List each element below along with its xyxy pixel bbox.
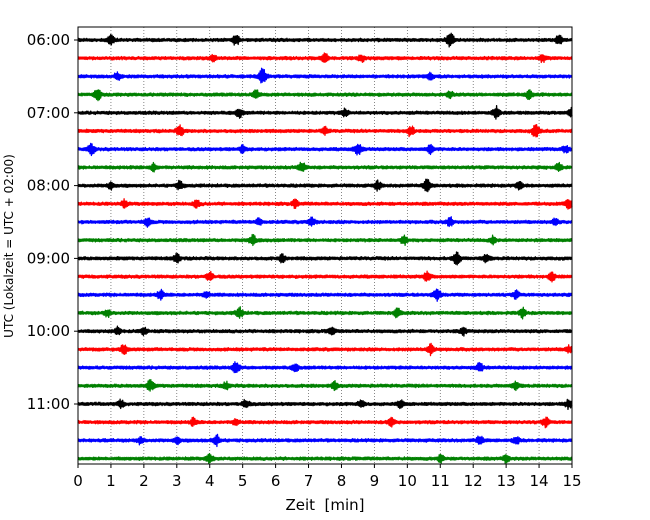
y-tick-label: 07:00 bbox=[27, 104, 70, 122]
y-axis-label: UTC (Lokalzeit = UTC + 02:00) bbox=[2, 154, 16, 338]
traces bbox=[77, 32, 573, 465]
seismogram-trace bbox=[77, 342, 573, 357]
seismogram-trace bbox=[77, 123, 573, 138]
seismogram-trace bbox=[77, 32, 573, 48]
x-tick-label: 7 bbox=[304, 472, 314, 490]
y-tick-label: 11:00 bbox=[27, 395, 70, 413]
x-tick-label: 8 bbox=[337, 472, 347, 490]
seismogram-trace bbox=[77, 361, 573, 374]
x-axis: 0 1 2 3 4 5 6 7 8 9 10 11 12 13 14 15 bbox=[73, 464, 582, 490]
grid-lines bbox=[110, 27, 540, 464]
y-tick-label: 10:00 bbox=[27, 322, 70, 340]
seismogram-trace bbox=[77, 433, 573, 448]
x-tick-label: 0 bbox=[73, 472, 83, 490]
x-tick-label: 1 bbox=[106, 472, 116, 490]
plot-area-frame bbox=[77, 26, 573, 465]
x-axis-label: Zeit [min] bbox=[285, 496, 364, 514]
x-tick-label: 10 bbox=[398, 472, 417, 490]
seismogram-trace bbox=[77, 288, 573, 302]
x-tick-label: 4 bbox=[205, 472, 215, 490]
seismogram-trace bbox=[77, 251, 573, 266]
seismogram-trace bbox=[77, 379, 573, 392]
seismogram-trace bbox=[77, 233, 573, 247]
seismogram-trace bbox=[77, 178, 573, 193]
seismogram-trace bbox=[77, 270, 573, 283]
seismogram-trace bbox=[77, 306, 573, 320]
seismogram-trace bbox=[77, 105, 573, 120]
seismogram-trace bbox=[77, 89, 573, 102]
seismogram-trace bbox=[77, 161, 573, 173]
seismogram-trace bbox=[77, 67, 573, 84]
seismogram-trace bbox=[77, 398, 573, 411]
seismogram-trace bbox=[77, 216, 573, 228]
seismogram-trace bbox=[77, 453, 573, 465]
x-tick-label: 2 bbox=[139, 472, 149, 490]
x-tick-label: 14 bbox=[530, 472, 549, 490]
seismogram-trace bbox=[77, 416, 573, 429]
seismogram-trace bbox=[77, 52, 573, 64]
y-tick-label: 06:00 bbox=[27, 31, 70, 49]
x-tick-label: 6 bbox=[271, 472, 281, 490]
seismogram-trace bbox=[77, 325, 573, 337]
x-tick-label: 15 bbox=[562, 472, 581, 490]
x-tick-label: 5 bbox=[238, 472, 248, 490]
y-axis: 06:00 07:00 08:00 09:00 10:00 11:00 bbox=[27, 31, 78, 413]
y-tick-label: 09:00 bbox=[27, 249, 70, 267]
seismogram-trace bbox=[77, 198, 573, 210]
x-tick-label: 3 bbox=[172, 472, 182, 490]
x-tick-label: 9 bbox=[370, 472, 380, 490]
x-tick-label: 12 bbox=[464, 472, 483, 490]
x-tick-label: 13 bbox=[497, 472, 516, 490]
y-tick-label: 08:00 bbox=[27, 177, 70, 195]
x-tick-label: 11 bbox=[431, 472, 450, 490]
seismogram-trace bbox=[77, 142, 573, 157]
